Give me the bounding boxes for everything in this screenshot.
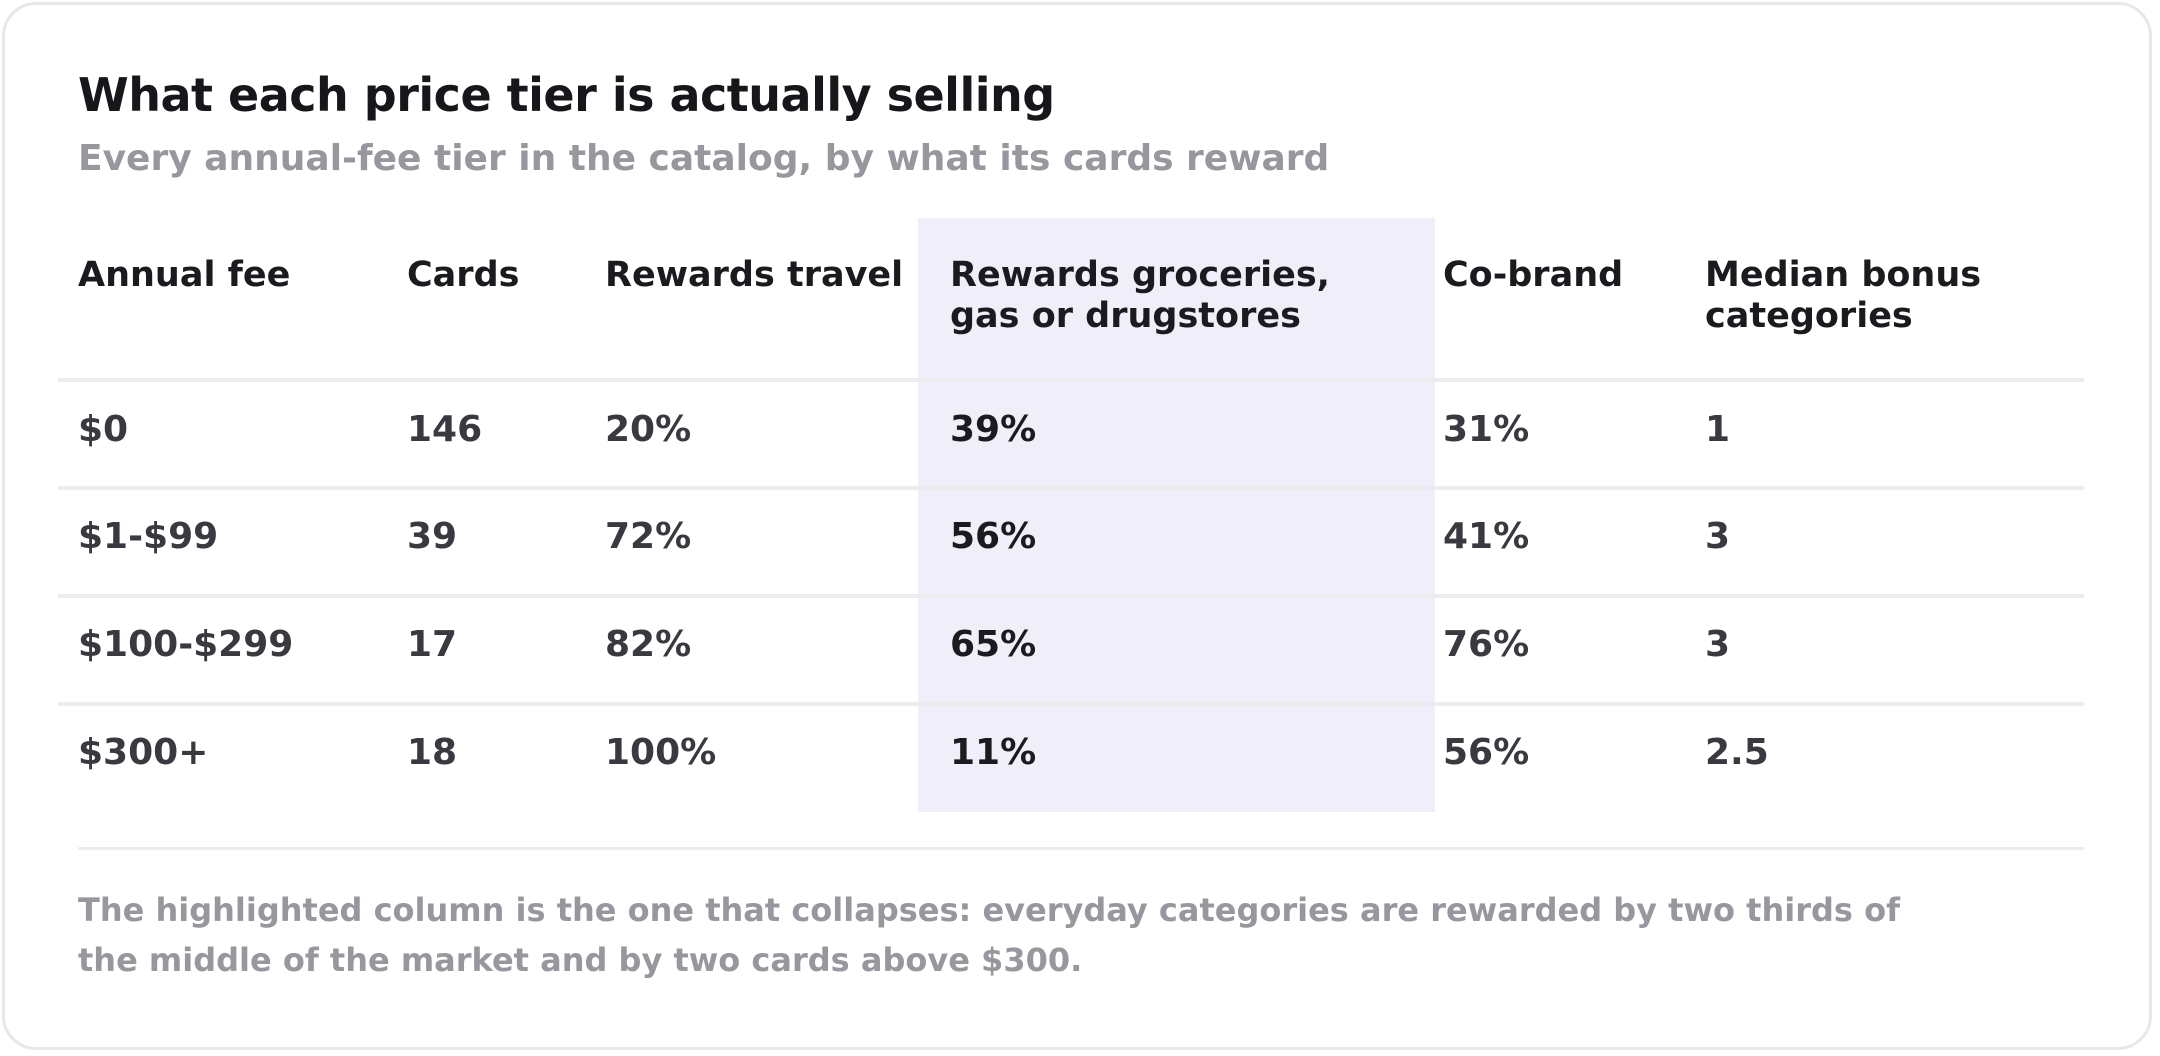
table-cell-co-brand: 41%	[1443, 516, 1530, 557]
highlighted-column-band	[918, 218, 1435, 812]
column-header-rewards-everyday: Rewards groceries, gas or drugstores	[950, 255, 1330, 336]
column-header-median-bonus: Median bonus categories	[1705, 255, 1982, 336]
table-cell-cards: 39	[407, 516, 458, 557]
table-cell-cards: 18	[407, 732, 458, 773]
column-header-cards: Cards	[407, 255, 520, 295]
table-cell-median-bonus: 3	[1705, 624, 1731, 665]
row-divider	[58, 486, 2084, 490]
table-cell-co-brand: 31%	[1443, 409, 1530, 450]
table-cell-cards: 17	[407, 624, 458, 665]
chart-title: What each price tier is actually selling	[78, 68, 1055, 122]
table-cell-cards: 146	[407, 409, 483, 450]
footnote-divider	[78, 847, 2084, 850]
table-cell-co-brand: 76%	[1443, 624, 1530, 665]
table-cell-everyday: 65%	[950, 624, 1037, 665]
table-cell-everyday: 39%	[950, 409, 1037, 450]
table-cell-co-brand: 56%	[1443, 732, 1530, 773]
table-cell-travel: 82%	[605, 624, 692, 665]
column-header-co-brand: Co-brand	[1443, 255, 1624, 295]
table-cell-travel: 72%	[605, 516, 692, 557]
table-cell-median-bonus: 3	[1705, 516, 1731, 557]
chart-subtitle: Every annual-fee tier in the catalog, by…	[78, 138, 1330, 179]
table-cell-travel: 20%	[605, 409, 692, 450]
table-cell-median-bonus: 2.5	[1705, 732, 1769, 773]
column-header-rewards-travel: Rewards travel	[605, 255, 904, 295]
column-header-annual-fee: Annual fee	[78, 255, 291, 295]
table-cell-fee: $1-$99	[78, 516, 219, 557]
table-cell-travel: 100%	[605, 732, 717, 773]
table-cell-fee: $0	[78, 409, 129, 450]
table-cell-fee: $300+	[78, 732, 209, 773]
table-cell-fee: $100-$299	[78, 624, 294, 665]
table-cell-everyday: 11%	[950, 732, 1037, 773]
header-divider	[58, 378, 2084, 382]
table-cell-everyday: 56%	[950, 516, 1037, 557]
footnote: The highlighted column is the one that c…	[78, 891, 1900, 979]
row-divider	[58, 702, 2084, 706]
row-divider	[58, 594, 2084, 598]
table-cell-median-bonus: 1	[1705, 409, 1731, 450]
